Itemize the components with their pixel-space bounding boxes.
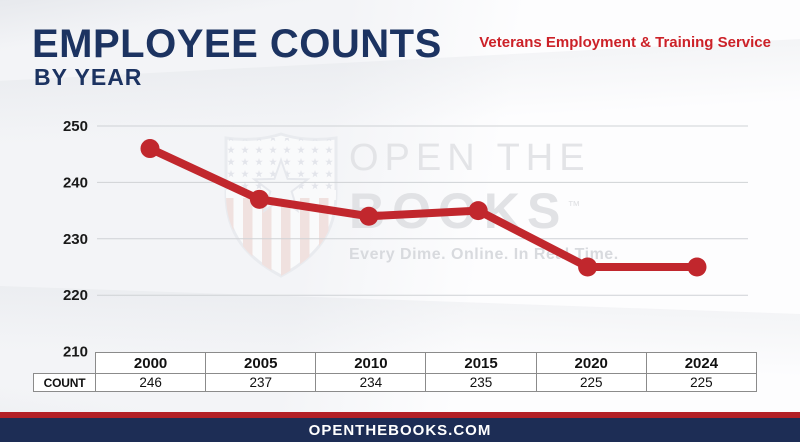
year-header-cell: 2020 [535, 352, 647, 374]
count-value-cell: 237 [205, 373, 317, 392]
count-value-cell: 234 [315, 373, 427, 392]
page-title: EMPLOYEE COUNTS [32, 22, 442, 66]
data-point [468, 201, 488, 221]
table-count-row: COUNT 246 237 234 235 225 225 [33, 373, 758, 392]
data-point [249, 189, 269, 209]
openthebooks-shield-icon [224, 132, 338, 278]
count-row-label: COUNT [33, 373, 96, 392]
chart-data-table: 2000 2005 2010 2015 2020 2024 COUNT 246 237 234 23… [33, 352, 758, 392]
year-header-cell: 2015 [425, 352, 537, 374]
year-header-cell: 2005 [205, 352, 317, 374]
trademark-symbol: ™ [567, 198, 581, 213]
data-line [146, 144, 701, 271]
y-axis-tick-label: 230 [63, 231, 88, 248]
table-spacer-cell [34, 353, 96, 374]
y-axis-tick-label: 210 [63, 344, 88, 361]
page-subtitle: BY YEAR [34, 64, 143, 90]
table-header-row: 2000 2005 2010 2015 2020 2024 [34, 352, 758, 374]
footer-url: OPENTHEBOOKS.COM [308, 421, 492, 439]
footer-red-stripe [0, 412, 800, 418]
data-point [359, 206, 379, 226]
count-value-cell: 246 [94, 373, 207, 392]
y-axis-tick-label: 220 [63, 287, 88, 304]
count-value-cell: 225 [645, 373, 758, 392]
year-header-cell: 2024 [645, 352, 758, 374]
count-value-cell: 225 [535, 373, 647, 392]
year-header-cell: 2000 [94, 352, 207, 374]
year-header-cell: 2010 [315, 352, 427, 374]
data-point [140, 139, 160, 159]
data-point [578, 257, 598, 277]
watermark-open-the: OPEN THE [349, 137, 591, 179]
y-axis-tick-label: 240 [63, 174, 88, 191]
count-value-cell: 235 [425, 373, 537, 392]
y-axis-tick-label: 250 [63, 118, 88, 135]
agency-label: Veterans Employment & Training Service [479, 34, 771, 51]
data-point [687, 257, 707, 277]
footer-bar: OPENTHEBOOKS.COM [0, 418, 800, 442]
